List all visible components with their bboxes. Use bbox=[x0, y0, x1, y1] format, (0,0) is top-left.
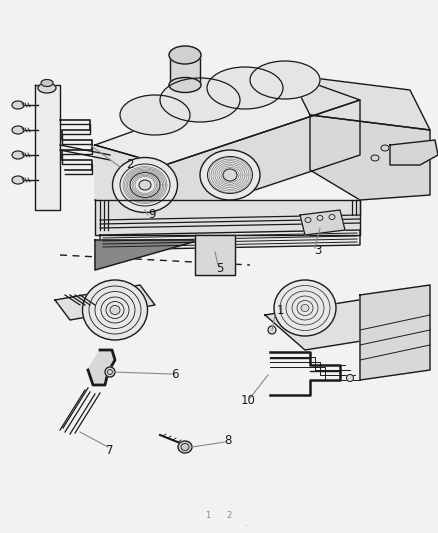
Ellipse shape bbox=[41, 79, 53, 86]
Text: 2: 2 bbox=[126, 158, 134, 172]
Ellipse shape bbox=[303, 305, 307, 311]
Ellipse shape bbox=[371, 155, 379, 161]
Polygon shape bbox=[265, 295, 430, 350]
Polygon shape bbox=[95, 200, 360, 235]
Polygon shape bbox=[100, 230, 360, 250]
Ellipse shape bbox=[139, 180, 151, 190]
Text: 10: 10 bbox=[240, 393, 255, 407]
Polygon shape bbox=[360, 285, 430, 380]
Polygon shape bbox=[195, 235, 235, 275]
Text: 8: 8 bbox=[224, 433, 232, 447]
Polygon shape bbox=[310, 115, 430, 200]
Ellipse shape bbox=[381, 145, 389, 151]
Ellipse shape bbox=[160, 78, 240, 122]
Text: .: . bbox=[244, 519, 246, 528]
Ellipse shape bbox=[38, 83, 56, 93]
Polygon shape bbox=[95, 145, 165, 220]
Ellipse shape bbox=[329, 214, 335, 220]
Polygon shape bbox=[95, 75, 360, 165]
Polygon shape bbox=[35, 85, 60, 210]
Polygon shape bbox=[95, 240, 200, 270]
Ellipse shape bbox=[274, 280, 336, 336]
Ellipse shape bbox=[207, 67, 283, 109]
Text: 7: 7 bbox=[106, 443, 114, 456]
Polygon shape bbox=[170, 55, 200, 85]
Text: 9: 9 bbox=[148, 208, 156, 222]
Polygon shape bbox=[290, 75, 430, 130]
Text: 3: 3 bbox=[314, 244, 321, 256]
Polygon shape bbox=[165, 100, 360, 220]
Ellipse shape bbox=[317, 215, 323, 221]
Ellipse shape bbox=[178, 441, 192, 453]
Ellipse shape bbox=[105, 367, 115, 377]
Polygon shape bbox=[55, 285, 155, 320]
Ellipse shape bbox=[305, 217, 311, 222]
Ellipse shape bbox=[169, 77, 201, 93]
Ellipse shape bbox=[113, 157, 177, 213]
Polygon shape bbox=[390, 140, 438, 165]
Ellipse shape bbox=[223, 169, 237, 181]
Ellipse shape bbox=[250, 61, 320, 99]
Ellipse shape bbox=[12, 176, 24, 184]
Polygon shape bbox=[88, 350, 115, 385]
Ellipse shape bbox=[169, 46, 201, 64]
Ellipse shape bbox=[346, 375, 353, 382]
Ellipse shape bbox=[82, 280, 148, 340]
Text: 6: 6 bbox=[171, 368, 179, 382]
Ellipse shape bbox=[12, 126, 24, 134]
Ellipse shape bbox=[12, 151, 24, 159]
Text: 1      2: 1 2 bbox=[206, 511, 232, 520]
Ellipse shape bbox=[12, 101, 24, 109]
Ellipse shape bbox=[268, 326, 276, 334]
Text: 5: 5 bbox=[216, 262, 224, 274]
Polygon shape bbox=[300, 210, 345, 235]
Ellipse shape bbox=[200, 150, 260, 200]
Text: 1: 1 bbox=[276, 303, 284, 317]
Ellipse shape bbox=[112, 307, 118, 313]
Ellipse shape bbox=[120, 95, 190, 135]
